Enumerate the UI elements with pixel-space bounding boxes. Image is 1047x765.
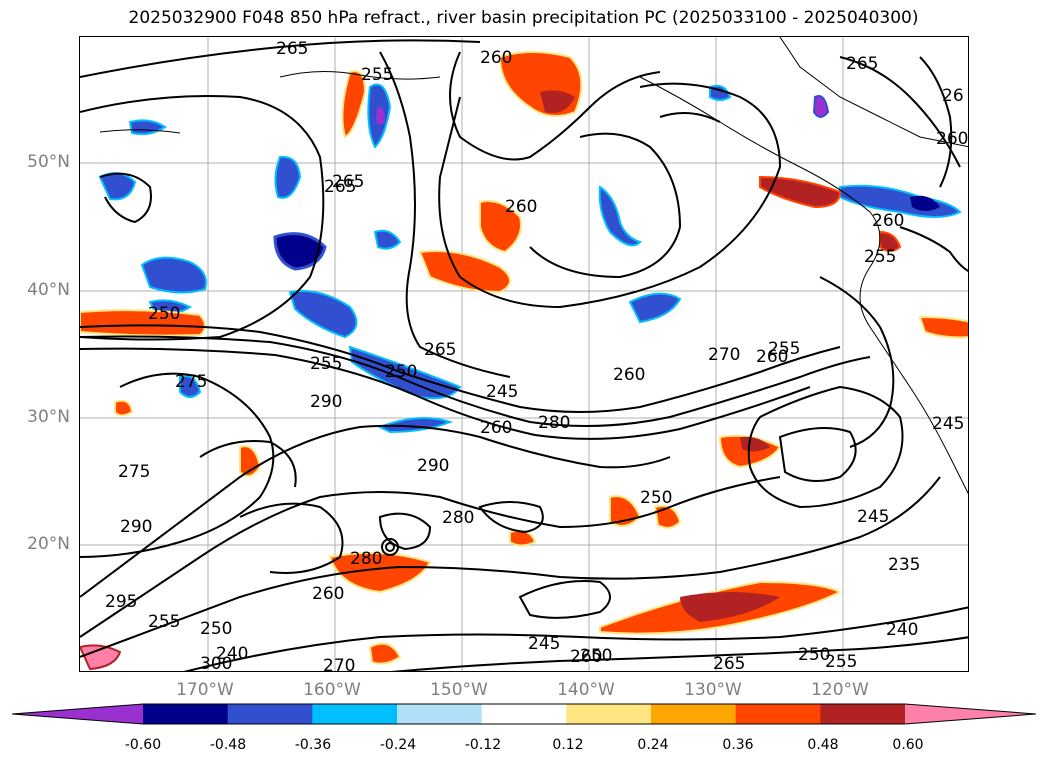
colorbar-segment [735, 704, 821, 724]
colorbar-segment [312, 704, 398, 724]
map-panel: 265 260 255 265 260 265 260 26 260 250 2… [79, 36, 969, 672]
map-title: 2025032900 F048 850 hPa refract., river … [128, 8, 919, 28]
colorbar-tick-label: -0.24 [379, 737, 417, 753]
contour-label: 245 [932, 414, 964, 434]
colorbar-segment [143, 704, 229, 724]
contour-label: 260 [312, 584, 344, 604]
contour-label: 250 [640, 488, 672, 508]
contour-label: 290 [120, 517, 152, 537]
contour-label: 240 [886, 620, 918, 640]
lat-label-40n: 40°N [27, 280, 70, 300]
contour-label: 265 [424, 340, 456, 360]
colorbar-extend-max [905, 704, 1036, 724]
gridlines [80, 37, 968, 671]
colorbar-tick-label: -0.36 [294, 737, 332, 753]
lat-label-30n: 30°N [27, 407, 70, 427]
contour-label: 250 [798, 645, 830, 665]
contour-labels: 265 260 255 265 260 265 260 26 260 250 2… [105, 39, 968, 672]
contour-label: 270 [708, 345, 740, 365]
contour-label: 275 [118, 462, 150, 482]
contour-label: 260 [480, 418, 512, 438]
contour-label: 295 [105, 592, 137, 612]
contour-label: 265 [324, 177, 356, 197]
contour-label: 260 [936, 129, 968, 149]
contour-label: 245 [528, 634, 560, 654]
colorbar-tick-label: -0.60 [124, 737, 162, 753]
contour-label: 255 [768, 339, 800, 359]
colorbar-tick-label: 0.36 [722, 737, 754, 753]
map-canvas: 265 260 255 265 260 265 260 26 260 250 2… [80, 37, 968, 672]
contour-label: 255 [864, 247, 896, 267]
contour-label: 260 [613, 365, 645, 385]
contour-label: 275 [175, 372, 207, 392]
colorbar-tick-label: -0.48 [209, 737, 247, 753]
contour-label: 300 [200, 654, 232, 672]
contour-label: 250 [385, 362, 417, 382]
contour-label: 250 [580, 646, 612, 666]
contour-label: 250 [200, 619, 232, 639]
contour-label: 290 [310, 392, 342, 412]
colorbar-tick-label: -0.12 [464, 737, 502, 753]
contour-label: 250 [148, 304, 180, 324]
colorbar [12, 703, 1036, 725]
contour-label: 260 [570, 647, 602, 667]
colorbar-tick-label: 0.12 [552, 737, 584, 753]
colorbar-segment [227, 704, 313, 724]
contour-label: 235 [888, 555, 920, 575]
contour-label: 280 [538, 413, 570, 433]
contour-label: 255 [361, 65, 393, 85]
contour-label: 280 [350, 549, 382, 569]
contour-label: 270 [323, 656, 355, 672]
lon-label-160w: 160°W [303, 680, 361, 700]
contour-label: 240 [216, 644, 248, 664]
contour-label: 260 [505, 197, 537, 217]
contour-label: 290 [417, 456, 449, 476]
colorbar-tick-label: 0.48 [807, 737, 839, 753]
contour-label: 26 [942, 86, 964, 106]
colorbar-segment [651, 704, 737, 724]
lon-label-130w: 130°W [684, 680, 742, 700]
contour-label: 245 [857, 507, 889, 527]
colorbar-tick-label: 0.60 [892, 737, 924, 753]
contour-label: 260 [872, 211, 904, 231]
positive-pc-shading [80, 51, 968, 671]
contour-label: 255 [825, 652, 857, 672]
lat-label-50n: 50°N [27, 152, 70, 172]
coastlines [99, 37, 968, 495]
contour-label: 260 [480, 48, 512, 68]
contour-label: 265 [846, 54, 878, 74]
colorbar-tick-label: 0.24 [637, 737, 669, 753]
colorbar-segment [566, 704, 652, 724]
contour-label: 260 [756, 347, 788, 367]
colorbar-segments [12, 704, 1036, 724]
lon-label-150w: 150°W [430, 680, 488, 700]
colorbar-extend-min [12, 704, 143, 724]
colorbar-segment [397, 704, 483, 724]
negative-pc-shading [98, 83, 962, 434]
colorbar-segment [820, 704, 906, 724]
contour-label: 255 [148, 612, 180, 632]
contour-label: 245 [486, 382, 518, 402]
contour-label: 255 [310, 354, 342, 374]
lon-label-120w: 120°W [811, 680, 869, 700]
lat-label-20n: 20°N [27, 534, 70, 554]
refractivity-contours [80, 39, 968, 671]
contour-label: 265 [276, 39, 308, 59]
contour-label: 265 [332, 172, 364, 192]
lon-label-170w: 170°W [176, 680, 234, 700]
contour-label: 280 [442, 508, 474, 528]
lon-label-140w: 140°W [557, 680, 615, 700]
contour-label: 265 [713, 654, 745, 672]
colorbar-segment [481, 704, 567, 724]
